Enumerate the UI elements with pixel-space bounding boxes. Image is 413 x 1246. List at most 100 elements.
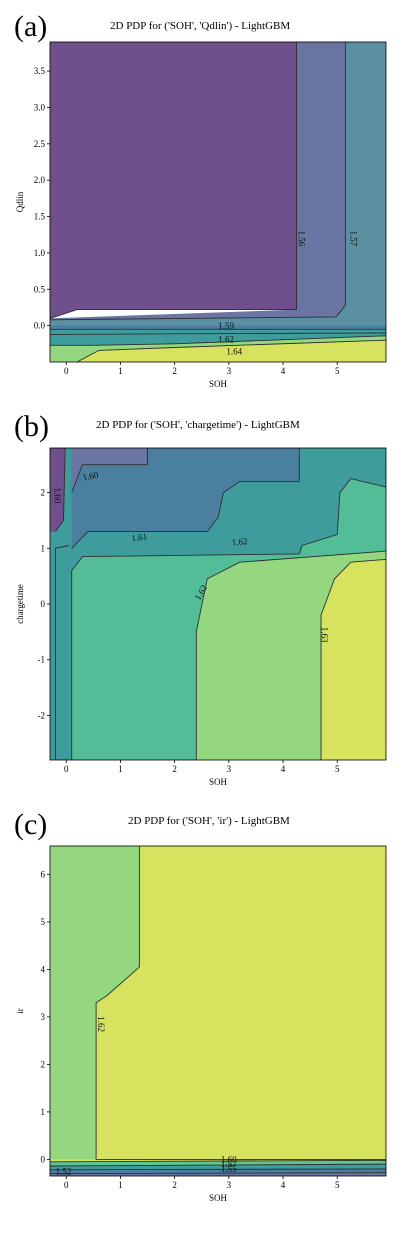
- panel-c-contour-label-2: 1.60: [221, 1154, 237, 1164]
- panel-c-y-tick-label-0: 0: [41, 1154, 46, 1164]
- panel-a-contour-line-6: [76, 339, 387, 363]
- panel-b-contour-label-3: 1.61: [131, 531, 148, 543]
- panel-a-contour-label-5: 1.64: [226, 347, 242, 357]
- panel-b-y-tick-label-3: 1: [41, 543, 46, 553]
- panel-c-contour-line-5: [49, 1172, 387, 1175]
- panel-b-contour-line-7: [54, 545, 70, 760]
- panel-c-contour-label-3: 1.57: [221, 1159, 237, 1169]
- panel-b-chart: 1.601.601.61 1.621.621.630 1 2 3 4 5-2-1012SOH…: [15, 447, 387, 787]
- panel-b-y-tick-label-4: 2: [41, 488, 46, 498]
- panel-a-y-tick-label-7: 3.5: [34, 66, 46, 76]
- panel-b-y-tick-label-0: -2: [38, 710, 46, 720]
- panel-c-x-tick-label-3: 3: [227, 1180, 232, 1190]
- panel-c-x-tick-label-5: 5: [335, 1180, 340, 1190]
- panel-a-letter: (a): [14, 10, 48, 43]
- panel-c-plot-frame: [49, 845, 387, 1177]
- panel-a-contour-label-3: 1.59: [218, 321, 234, 331]
- panel-a-y-tick-label-3: 1.5: [34, 212, 46, 222]
- panel-c-contour-line-3: [49, 1163, 387, 1167]
- panel-c-letter: (c): [14, 808, 48, 841]
- panel-c-x-tick-label-1: 1: [118, 1180, 123, 1190]
- panel-b-x-tick-label-2: 2: [172, 764, 177, 774]
- panel-a-y-tick-label-0: 0.0: [34, 321, 46, 331]
- panel-a-region-4: [50, 335, 386, 362]
- panel-a-contour-line-5: [50, 335, 387, 346]
- panel-a-x-tick-label-0: 0: [64, 366, 69, 376]
- panel-b-region-2: [71, 478, 386, 760]
- panel-b-region-3: [196, 551, 386, 760]
- panel-b-x-tick-label-3: 3: [227, 764, 232, 774]
- panel-a-region-6: [50, 42, 386, 330]
- panel-b-x-tick-label-0: 0: [64, 764, 69, 774]
- panel-c-contour-line-4: [49, 1168, 387, 1171]
- panel-a-x-axis-label: SOH: [209, 379, 228, 389]
- panel-b-contour-line-3: [71, 448, 300, 549]
- panel-a-y-tick-label-6: 3.0: [34, 102, 46, 112]
- panel-c-x-axis-label: SOH: [209, 1193, 228, 1203]
- panel-c-y-tick-label-5: 5: [41, 917, 46, 927]
- panel-a-y-tick-label-4: 2.0: [34, 175, 46, 185]
- panel-c-y-tick-label-3: 3: [41, 1012, 46, 1022]
- panel-b-region-7: [50, 448, 66, 532]
- panel-c-contour-line-1: [95, 846, 386, 1160]
- panel-b-contour-line-5: [195, 550, 387, 760]
- panel-a-plot-frame: [49, 41, 387, 363]
- panel-b-x-tick-label-1: 1: [118, 764, 123, 774]
- panel-a-contour-label-4: 1.62: [218, 334, 234, 344]
- panel-c-y-axis-label: ir: [15, 1008, 25, 1014]
- panel-b-contour-line-1: [55, 447, 66, 532]
- panel-a-x-tick-label-1: 1: [118, 366, 123, 376]
- panel-c-y-tick-label-2: 2: [41, 1059, 46, 1069]
- panel-b-title: 2D PDP for ('SOH', 'chargetime') - Light…: [96, 419, 300, 431]
- panel-a-contour-line-4: [49, 332, 387, 335]
- panel-c-contour-line-2: [49, 1159, 387, 1163]
- panel-c-title: 2D PDP for ('SOH', 'ir') - LightGBM: [128, 815, 290, 827]
- panel-b-y-axis-label: chargetime: [15, 584, 25, 624]
- panel-a-contour-line-1: [49, 42, 298, 319]
- panel-c-contour-label-1: 1.62: [96, 1016, 106, 1032]
- panel-a-y-tick-label-1: 0.5: [34, 284, 46, 294]
- panel-a-x-tick-label-4: 4: [281, 366, 286, 376]
- panel-b-x-tick-label-4: 4: [281, 764, 286, 774]
- panel-a-x-tick-label-2: 2: [172, 366, 177, 376]
- panel-b-x-tick-label-5: 5: [335, 764, 340, 774]
- panel-c-y-tick-label-6: 6: [41, 869, 46, 879]
- panel-b-contour-label-1: 1.60: [52, 488, 62, 504]
- panel-c-x-tick-label-4: 4: [281, 1180, 286, 1190]
- panel-b-y-tick-label-1: -1: [38, 655, 46, 665]
- panel-a-contour-line-2: [49, 42, 346, 321]
- panel-c-contour-label-4: 1.55: [221, 1164, 237, 1174]
- panel-b-contour-line-2: [71, 448, 148, 493]
- panel-c-y-tick-label-4: 4: [41, 964, 46, 974]
- panel-a-contour-label-2: 1.57: [348, 231, 358, 247]
- panel-b-contour-label-2: 1.60: [82, 469, 100, 482]
- panel-a-contour-label-1: 1.56: [296, 231, 306, 247]
- panel-b-region-4: [321, 559, 386, 760]
- panel-b-x-axis-label: SOH: [209, 777, 228, 787]
- panel-b-region-5: [71, 448, 300, 549]
- panel-b-region-6: [71, 448, 148, 493]
- panel-a-title: 2D PDP for ('SOH', 'Qdlin') - LightGBM: [110, 20, 291, 32]
- panel-b-contour-line-6: [320, 558, 387, 760]
- panel-a-x-tick-label-3: 3: [227, 366, 232, 376]
- panel-a-region-7: [50, 42, 346, 320]
- panel-a-x-tick-label-5: 5: [335, 366, 340, 376]
- panel-b-letter: (b): [14, 410, 49, 443]
- panel-b-contour-label-6: 1.63: [320, 627, 330, 643]
- panel-c-region-2: [50, 846, 140, 1160]
- panel-a-chart: 1.56 1.57 1.59 1.62 1.64 0 1 2 3 4 5 0.0 0.5 1.0 1.5 2.…: [15, 41, 387, 389]
- panel-c-contour-label-5: 1.52: [56, 1166, 72, 1176]
- panel-a-y-tick-label-5: 2.5: [34, 139, 46, 149]
- panel-a-y-tick-label-2: 1.0: [34, 248, 46, 258]
- panel-a-y-axis-label: Qdlin: [15, 191, 25, 212]
- panel-c-y-tick-label-1: 1: [41, 1107, 46, 1117]
- panel-c-x-tick-label-2: 2: [172, 1180, 177, 1190]
- panel-a-region-5: [50, 340, 386, 362]
- panel-b-contour-label-4: 1.62: [231, 536, 248, 547]
- panel-a-region-8: [50, 42, 297, 319]
- panel-b-contour-line-4: [71, 478, 387, 760]
- panel-b-y-tick-label-2: 0: [41, 599, 46, 609]
- panel-c-chart: 1.62 1.601.571.55 1.52 0 1 2 3 4 5 0 1 2 3 4 5 6 SOH ir: [15, 845, 387, 1203]
- panel-a-region-9: [50, 325, 386, 330]
- panel-c-x-tick-label-0: 0: [64, 1180, 69, 1190]
